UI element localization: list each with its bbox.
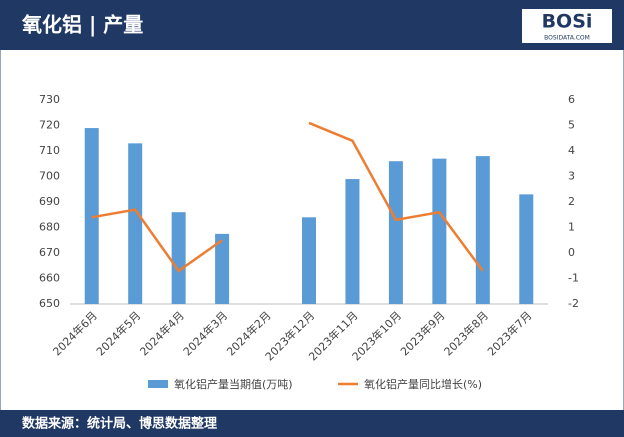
y-tick-label: 660	[39, 272, 60, 285]
bar	[302, 217, 316, 304]
y2-tick-label: 2	[568, 195, 575, 208]
y-tick-label: 710	[39, 144, 60, 157]
y2-tick-label: 6	[568, 93, 575, 106]
bar	[215, 233, 230, 304]
y-tick-label: 720	[39, 119, 60, 132]
y-tick-label: 730	[39, 93, 60, 106]
y2-tick-label: 1	[568, 221, 575, 234]
y-tick-label: 680	[39, 221, 60, 234]
y-tick-label: 650	[39, 297, 60, 310]
logo-box	[522, 9, 612, 43]
y-tick-label: 670	[39, 246, 60, 259]
y2-tick-label: -1	[568, 272, 579, 285]
bar	[519, 194, 534, 304]
logo-sub: BOSIDATA.COM	[544, 35, 590, 42]
bar	[84, 128, 99, 304]
header-title: 氧化铝 | 产量	[21, 13, 143, 37]
footer-band	[0, 410, 624, 437]
y-tick-label: 700	[39, 170, 60, 183]
y2-tick-label: 3	[568, 170, 575, 183]
header-band	[0, 0, 624, 50]
y2-tick-label: 5	[568, 119, 575, 132]
bar	[475, 156, 490, 304]
y2-tick-label: 4	[568, 144, 575, 157]
line	[91, 121, 484, 273]
logo: BOSi	[542, 11, 593, 33]
footer: 数据来源：统计局、博思数据整理	[22, 416, 217, 432]
legend-swatch	[148, 380, 168, 388]
bar	[432, 158, 447, 304]
y2-tick-label: -2	[568, 297, 579, 310]
y2-tick-label: 0	[568, 246, 575, 259]
legend-label: 氧化铝产量当期值(万吨)	[174, 377, 293, 391]
legend-label: 氧化铝产量同比增长(%)	[364, 377, 482, 391]
bar	[171, 212, 186, 304]
bar	[388, 161, 403, 304]
bar	[128, 143, 143, 304]
y-tick-label: 690	[39, 195, 60, 208]
bar	[345, 179, 360, 304]
